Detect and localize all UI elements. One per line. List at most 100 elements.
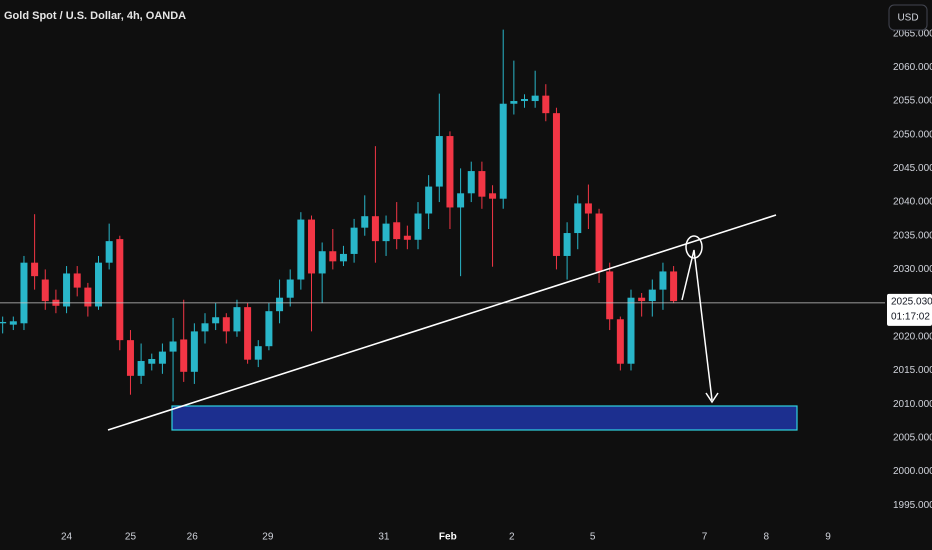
candle-body	[361, 216, 369, 228]
candle-body	[425, 186, 433, 214]
candle-body	[552, 113, 560, 256]
y-tick-label: 2050.000	[893, 129, 932, 140]
candle-body	[339, 253, 347, 262]
candle-body	[446, 136, 454, 208]
candle-body	[105, 241, 113, 263]
price-axis: 1995.000 2000.000 2005.000 2010.000 2015.000…	[61, 28, 932, 543]
y-tick-label: 2035.000	[893, 230, 932, 241]
y-tick-label: 2055.000	[893, 96, 932, 107]
candle-body	[31, 262, 39, 277]
candle-body	[467, 171, 475, 194]
candle-body	[510, 101, 518, 104]
candle-body	[116, 239, 124, 341]
x-tick-label: 9	[825, 532, 831, 543]
x-tick-label: Feb	[439, 532, 457, 543]
y-tick-label: 2040.000	[893, 197, 932, 208]
candle-body	[276, 297, 284, 312]
candle-body	[606, 271, 614, 320]
y-tick-label: 2005.000	[893, 432, 932, 443]
candle-body	[244, 307, 252, 360]
candle-body	[616, 319, 624, 364]
candle-body	[531, 95, 539, 102]
candle-body	[403, 235, 411, 240]
candle-body	[329, 251, 337, 262]
x-tick-label: 5	[590, 532, 596, 543]
x-tick-label: 8	[763, 532, 769, 543]
last-price-box	[887, 293, 932, 326]
candle-body	[63, 273, 71, 307]
x-tick-label: 25	[125, 532, 137, 543]
candle-body	[20, 262, 28, 324]
candle-body	[0, 321, 7, 324]
candle-body	[638, 297, 646, 302]
y-tick-label: 2015.000	[893, 365, 932, 376]
candle-body	[73, 273, 81, 288]
candle-body	[382, 223, 390, 242]
candle-body	[574, 203, 582, 234]
trend-line	[107, 214, 777, 431]
projection-arrow	[681, 249, 713, 401]
y-tick-label: 2045.000	[893, 163, 932, 174]
x-tick-label: 31	[378, 532, 390, 543]
candle-body	[41, 279, 49, 302]
candle-body	[648, 289, 656, 302]
drawings	[107, 214, 798, 431]
candle-body	[286, 279, 294, 298]
candle-body	[137, 361, 145, 376]
candle-body	[595, 213, 603, 272]
candle-body	[393, 222, 401, 240]
candle-body	[435, 136, 443, 187]
candle-body	[371, 216, 379, 242]
candles	[0, 29, 885, 402]
candle-body	[499, 103, 507, 199]
candle-body	[478, 171, 486, 197]
candle-body	[457, 193, 465, 208]
candle-body	[659, 271, 667, 290]
candle-body	[318, 251, 326, 274]
candle-body	[521, 99, 529, 102]
candle-body	[297, 219, 305, 280]
candle-body	[148, 359, 156, 364]
candle-body	[180, 339, 188, 372]
candle-body	[563, 233, 571, 256]
touch-circle	[685, 235, 703, 259]
x-tick-label: 7	[702, 532, 708, 543]
candle-body	[414, 213, 422, 240]
y-tick-label: 2020.000	[893, 331, 932, 342]
candle-body	[233, 307, 241, 332]
y-tick-label: 2010.000	[893, 399, 932, 410]
currency-label: USD	[897, 13, 918, 24]
y-tick-label: 2030.000	[893, 264, 932, 275]
y-tick-label: 2000.000	[893, 466, 932, 477]
candle-body	[212, 317, 220, 324]
target-zone	[171, 405, 798, 431]
candle-body	[9, 321, 17, 325]
last-price-label: 2025.030	[891, 297, 932, 308]
currency-button[interactable]	[888, 4, 928, 31]
candle-body	[169, 341, 177, 352]
candle-body	[584, 203, 592, 214]
x-tick-label: 29	[262, 532, 274, 543]
candle-body	[670, 271, 678, 302]
candle-body	[265, 311, 273, 347]
candle-body	[201, 323, 209, 332]
candle-body	[126, 340, 134, 376]
x-tick-label: 24	[61, 532, 73, 543]
x-tick-label: 26	[187, 532, 199, 543]
chart-title: Gold Spot / U.S. Dollar, 4h, OANDA	[4, 10, 186, 22]
candle-body	[222, 317, 230, 332]
candle-body	[84, 287, 92, 307]
candle-body	[350, 227, 358, 254]
arrow-head	[705, 392, 719, 404]
candle-body	[254, 346, 262, 360]
candle-body	[95, 262, 103, 307]
candle-body	[627, 297, 635, 364]
x-tick-label: 2	[509, 532, 515, 543]
countdown-label: 01:17:02	[891, 312, 930, 323]
candle-body	[190, 331, 198, 372]
candle-body	[489, 193, 497, 199]
candle-body	[542, 95, 550, 114]
y-tick-label: 2065.000	[893, 28, 932, 39]
